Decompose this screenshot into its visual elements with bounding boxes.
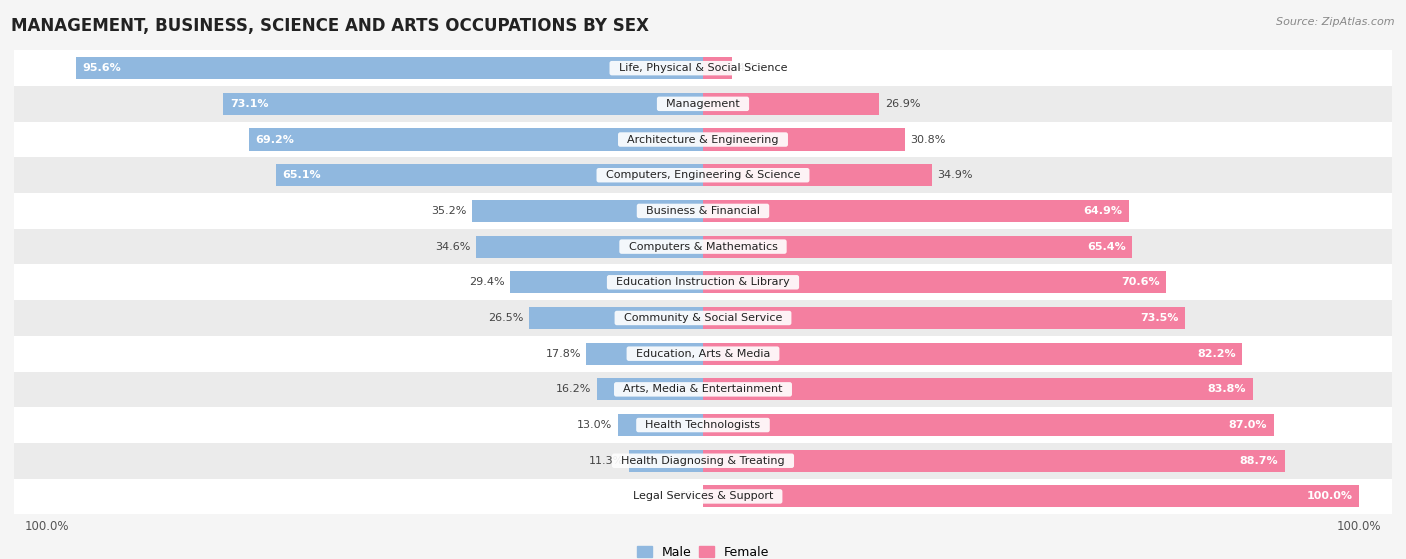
Bar xyxy=(529,307,703,329)
Text: Education Instruction & Library: Education Instruction & Library xyxy=(609,277,797,287)
Text: Education, Arts & Media: Education, Arts & Media xyxy=(628,349,778,359)
Bar xyxy=(703,164,932,186)
Bar xyxy=(703,485,1360,508)
Bar xyxy=(14,479,1392,514)
Text: MANAGEMENT, BUSINESS, SCIENCE AND ARTS OCCUPATIONS BY SEX: MANAGEMENT, BUSINESS, SCIENCE AND ARTS O… xyxy=(11,17,650,35)
Text: 87.0%: 87.0% xyxy=(1229,420,1267,430)
Text: 73.5%: 73.5% xyxy=(1140,313,1178,323)
Text: Source: ZipAtlas.com: Source: ZipAtlas.com xyxy=(1277,17,1395,27)
Bar xyxy=(477,235,703,258)
Bar xyxy=(14,158,1392,193)
Text: 100.0%: 100.0% xyxy=(1306,491,1353,501)
Legend: Male, Female: Male, Female xyxy=(631,541,775,559)
Bar xyxy=(703,449,1285,472)
Bar xyxy=(14,264,1392,300)
Bar xyxy=(14,407,1392,443)
Text: 26.5%: 26.5% xyxy=(488,313,524,323)
Bar xyxy=(14,336,1392,372)
Text: Health Technologists: Health Technologists xyxy=(638,420,768,430)
Bar xyxy=(14,122,1392,158)
Bar xyxy=(703,307,1185,329)
Text: Architecture & Engineering: Architecture & Engineering xyxy=(620,135,786,145)
Text: 64.9%: 64.9% xyxy=(1083,206,1122,216)
Text: 73.1%: 73.1% xyxy=(231,99,269,109)
Text: 29.4%: 29.4% xyxy=(470,277,505,287)
Bar xyxy=(224,93,703,115)
Bar xyxy=(14,50,1392,86)
Text: Business & Financial: Business & Financial xyxy=(638,206,768,216)
Bar xyxy=(14,86,1392,122)
Bar xyxy=(628,449,703,472)
Text: 88.7%: 88.7% xyxy=(1240,456,1278,466)
Bar xyxy=(703,200,1129,222)
Text: 17.8%: 17.8% xyxy=(546,349,581,359)
Text: Arts, Media & Entertainment: Arts, Media & Entertainment xyxy=(616,385,790,394)
Text: 82.2%: 82.2% xyxy=(1197,349,1236,359)
Bar xyxy=(249,129,703,150)
Text: Community & Social Service: Community & Social Service xyxy=(617,313,789,323)
Text: 65.4%: 65.4% xyxy=(1087,241,1126,252)
Text: Life, Physical & Social Science: Life, Physical & Social Science xyxy=(612,63,794,73)
Bar xyxy=(76,57,703,79)
Text: 70.6%: 70.6% xyxy=(1121,277,1160,287)
Bar xyxy=(472,200,703,222)
Text: 69.2%: 69.2% xyxy=(256,135,294,145)
Text: 65.1%: 65.1% xyxy=(283,170,321,180)
Bar xyxy=(14,229,1392,264)
Text: Health Diagnosing & Treating: Health Diagnosing & Treating xyxy=(614,456,792,466)
Text: 34.6%: 34.6% xyxy=(436,241,471,252)
Bar xyxy=(703,57,733,79)
Text: 11.3%: 11.3% xyxy=(588,456,624,466)
Bar xyxy=(703,343,1243,364)
Bar xyxy=(703,93,880,115)
Text: Management: Management xyxy=(659,99,747,109)
Bar xyxy=(703,235,1132,258)
Bar xyxy=(14,193,1392,229)
Text: 26.9%: 26.9% xyxy=(884,99,921,109)
Text: Computers & Mathematics: Computers & Mathematics xyxy=(621,241,785,252)
Text: Legal Services & Support: Legal Services & Support xyxy=(626,491,780,501)
Bar xyxy=(14,443,1392,479)
Text: Computers, Engineering & Science: Computers, Engineering & Science xyxy=(599,170,807,180)
Bar xyxy=(596,378,703,400)
Text: 16.2%: 16.2% xyxy=(557,385,592,394)
Bar xyxy=(617,414,703,436)
Bar xyxy=(276,164,703,186)
Text: 30.8%: 30.8% xyxy=(910,135,946,145)
Bar xyxy=(703,378,1253,400)
Text: 83.8%: 83.8% xyxy=(1208,385,1246,394)
Bar xyxy=(703,271,1166,293)
Bar xyxy=(703,414,1274,436)
Text: 13.0%: 13.0% xyxy=(578,420,613,430)
Text: 34.9%: 34.9% xyxy=(938,170,973,180)
Text: 35.2%: 35.2% xyxy=(432,206,467,216)
Bar xyxy=(586,343,703,364)
Text: 4.4%: 4.4% xyxy=(737,63,766,73)
Bar xyxy=(14,372,1392,407)
Bar xyxy=(510,271,703,293)
Text: 95.6%: 95.6% xyxy=(83,63,121,73)
Bar xyxy=(703,129,905,150)
Text: 0.0%: 0.0% xyxy=(669,491,697,501)
Bar xyxy=(14,300,1392,336)
